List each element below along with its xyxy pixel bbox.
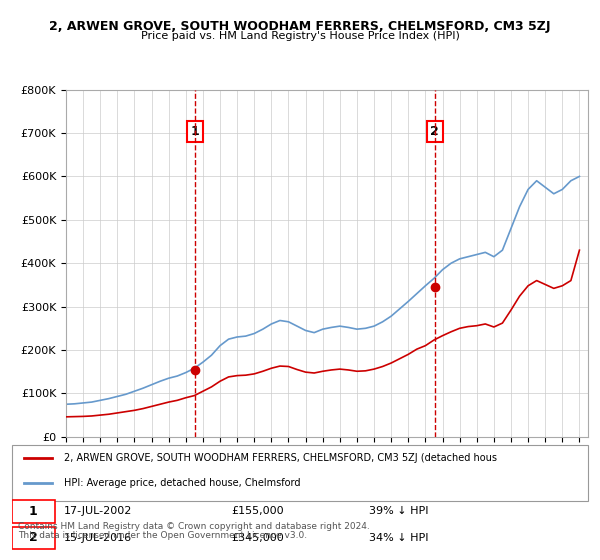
Text: Contains HM Land Registry data © Crown copyright and database right 2024.: Contains HM Land Registry data © Crown c… — [18, 522, 370, 531]
Text: 1: 1 — [29, 505, 38, 518]
Text: HPI: Average price, detached house, Chelmsford: HPI: Average price, detached house, Chel… — [64, 478, 301, 488]
FancyBboxPatch shape — [12, 500, 55, 522]
FancyBboxPatch shape — [12, 445, 588, 501]
Text: 34% ↓ HPI: 34% ↓ HPI — [369, 533, 428, 543]
Text: This data is licensed under the Open Government Licence v3.0.: This data is licensed under the Open Gov… — [18, 531, 307, 540]
Text: 17-JUL-2002: 17-JUL-2002 — [64, 506, 132, 516]
Text: 15-JUL-2016: 15-JUL-2016 — [64, 533, 132, 543]
Text: 39% ↓ HPI: 39% ↓ HPI — [369, 506, 428, 516]
Text: 2: 2 — [29, 531, 38, 544]
FancyBboxPatch shape — [12, 526, 55, 549]
Text: 2, ARWEN GROVE, SOUTH WOODHAM FERRERS, CHELMSFORD, CM3 5ZJ: 2, ARWEN GROVE, SOUTH WOODHAM FERRERS, C… — [49, 20, 551, 32]
Text: £155,000: £155,000 — [231, 506, 284, 516]
Text: £345,000: £345,000 — [231, 533, 284, 543]
Text: 2, ARWEN GROVE, SOUTH WOODHAM FERRERS, CHELMSFORD, CM3 5ZJ (detached hous: 2, ARWEN GROVE, SOUTH WOODHAM FERRERS, C… — [64, 452, 497, 463]
Text: 1: 1 — [191, 125, 199, 138]
Text: Price paid vs. HM Land Registry's House Price Index (HPI): Price paid vs. HM Land Registry's House … — [140, 31, 460, 41]
Text: 2: 2 — [430, 125, 439, 138]
